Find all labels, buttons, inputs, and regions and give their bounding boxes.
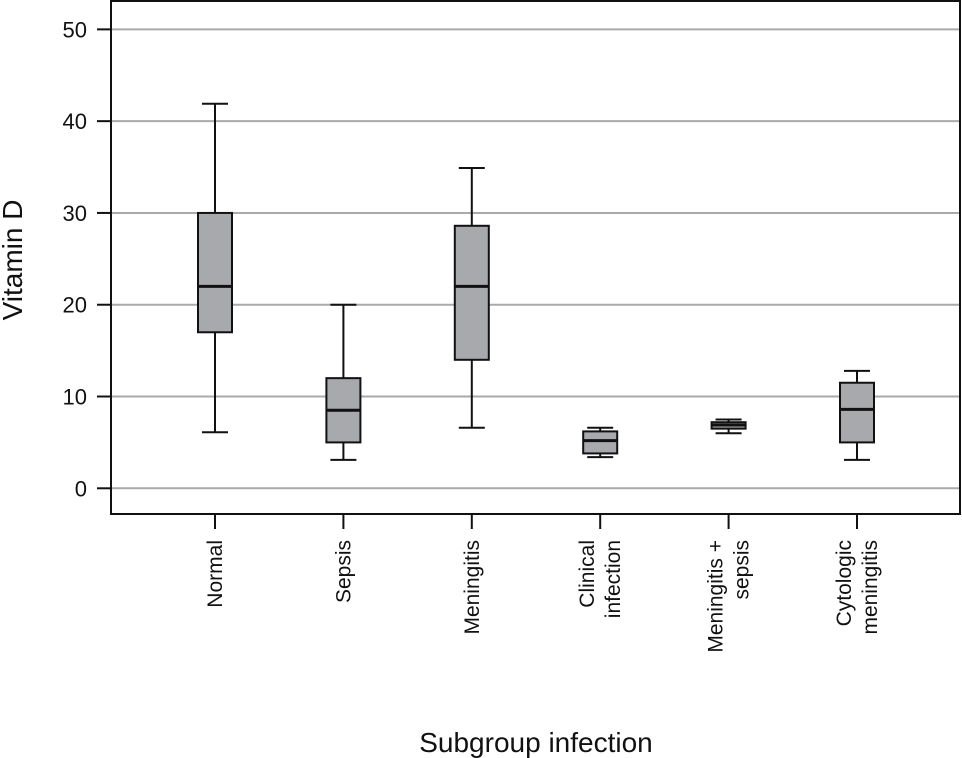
box-group — [453, 166, 490, 429]
x-category-label-line: Sepsis — [332, 540, 355, 603]
x-category-label-line: meningitis — [859, 540, 882, 635]
x-category-label-line: Cytologic — [833, 540, 856, 626]
box-group — [325, 303, 362, 461]
boxes — [197, 102, 875, 461]
gridlines — [111, 28, 961, 490]
y-tick-label: 30 — [63, 201, 87, 226]
y-tick-label: 20 — [63, 293, 87, 318]
x-category-label: Cytologic meningitis — [833, 540, 882, 635]
x-category-label-line: infection — [602, 540, 625, 618]
x-category-label: Clinical infection — [576, 540, 625, 618]
x-category-label: Normal — [204, 540, 227, 608]
x-category-label-line: Clinical — [576, 540, 599, 608]
x-category-label: Meningitis — [461, 540, 484, 635]
x-category-label-line: Meningitis + — [705, 540, 728, 653]
box-group — [710, 418, 747, 435]
y-tick-label: 10 — [63, 385, 87, 410]
x-axis-ticks: Normal Sepsis Meningitis Clinical infection M… — [204, 514, 882, 653]
y-tick-label: 40 — [63, 109, 87, 134]
y-tick-label: 50 — [63, 17, 87, 42]
x-category-label-line: sepsis — [731, 540, 754, 600]
x-category-label: Sepsis — [332, 540, 355, 603]
box-group — [839, 369, 875, 461]
x-axis-title: Subgroup infection — [419, 727, 653, 758]
box-group — [197, 102, 233, 434]
y-axis-ticks: 0 10 20 30 40 50 — [63, 17, 111, 501]
plot-frame — [110, 0, 961, 515]
iqr-box — [839, 381, 875, 444]
x-category-label-line: Normal — [204, 540, 227, 608]
iqr-box — [197, 211, 233, 334]
box-group — [582, 426, 619, 459]
x-category-label: Meningitis + sepsis — [705, 540, 754, 653]
iqr-box — [453, 224, 490, 361]
iqr-box — [582, 430, 619, 455]
y-axis-title: Vitamin D — [0, 200, 28, 321]
x-category-label-line: Meningitis — [461, 540, 484, 635]
y-tick-label: 0 — [75, 476, 87, 501]
